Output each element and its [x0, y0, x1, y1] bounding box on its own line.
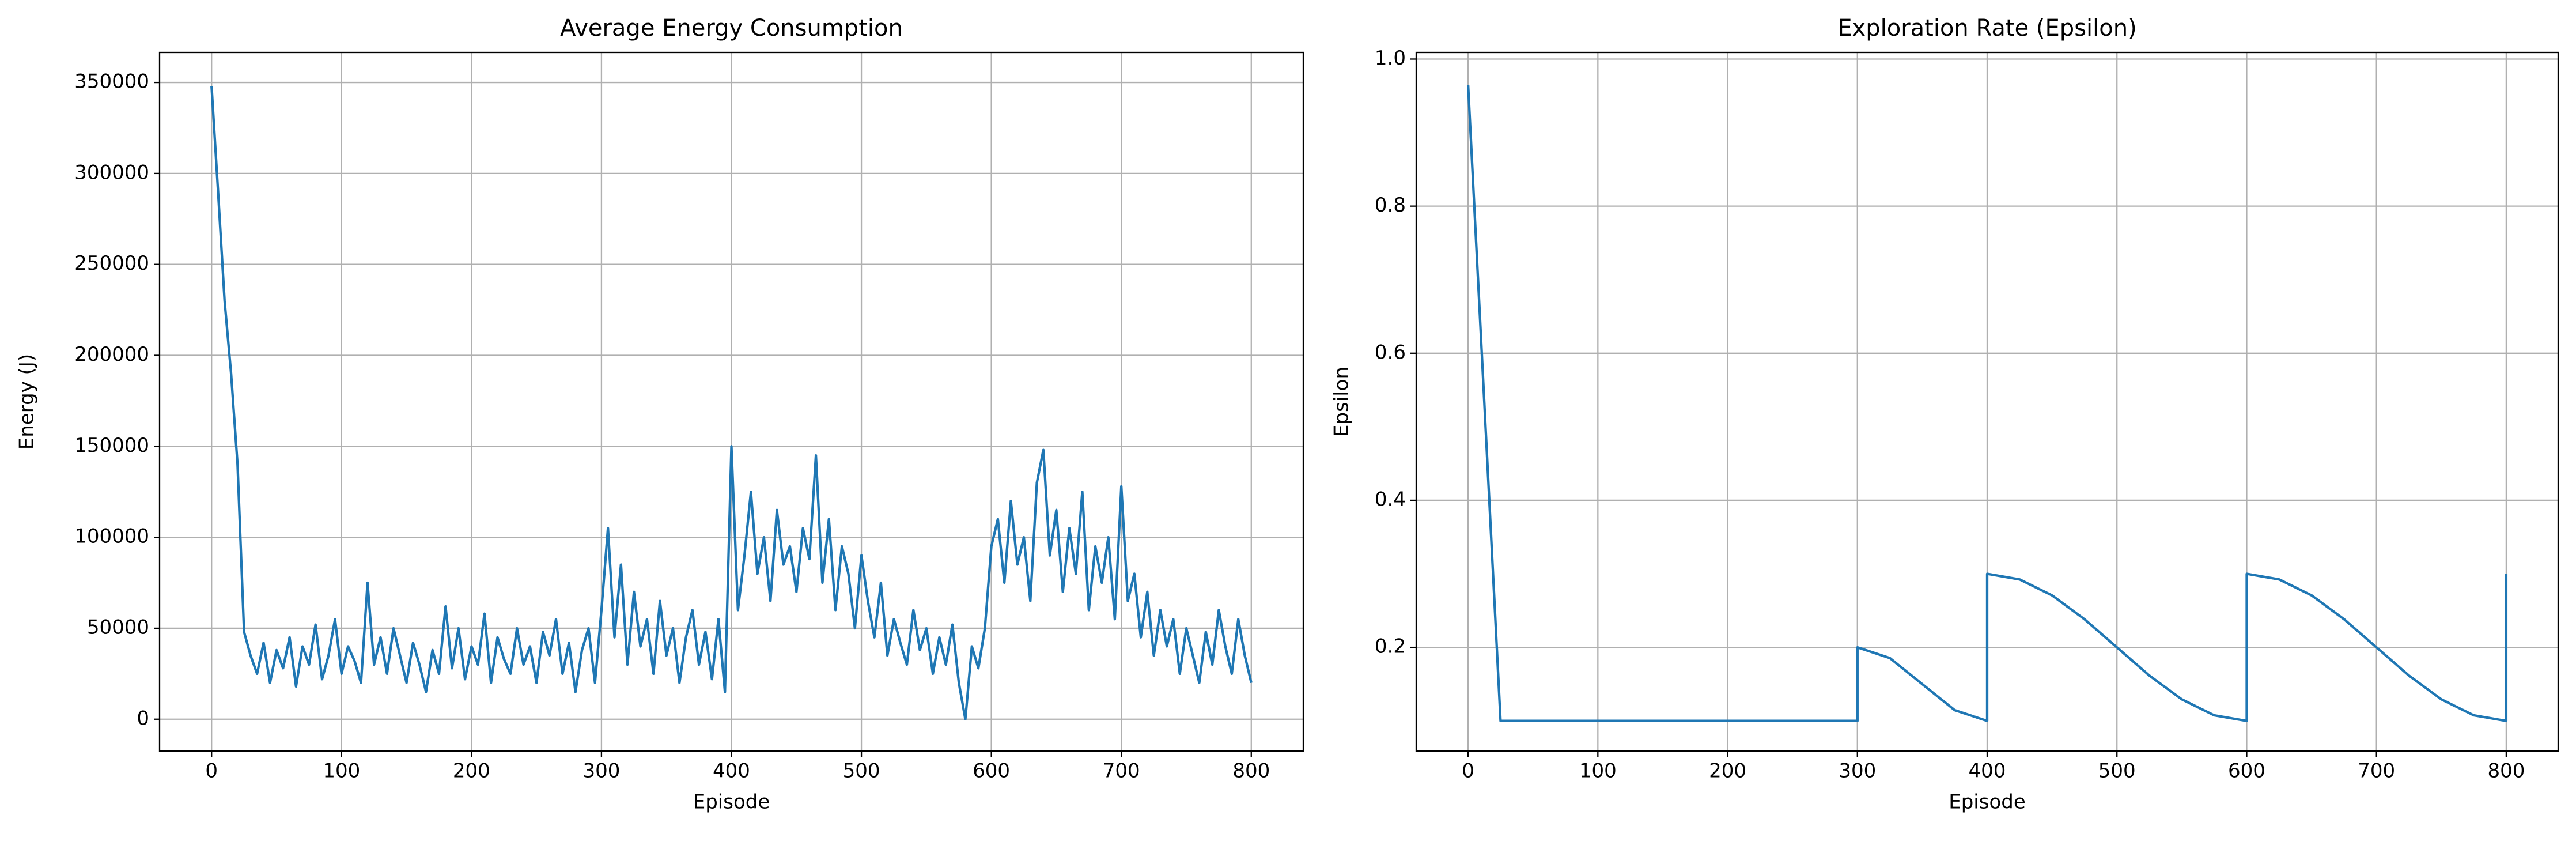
x-tick-label: 0: [1462, 760, 1474, 783]
data-line: [210, 86, 1253, 720]
y-tick-label: 150000: [74, 434, 149, 457]
x-tick-label: 800: [2487, 760, 2525, 783]
x-tick-label: 0: [205, 760, 218, 783]
y-tick-label: 350000: [74, 70, 149, 93]
y-tick-label: 0.4: [1375, 488, 1406, 511]
x-axis-label: Episode: [1949, 791, 2026, 814]
x-axis-label: Episode: [693, 791, 770, 814]
y-tick-label: 0.2: [1375, 635, 1406, 658]
axes-frame: [1415, 51, 2559, 752]
y-tick-label: 1.0: [1375, 47, 1406, 70]
x-tick-label: 600: [973, 760, 1010, 783]
y-tick-label: 0.8: [1375, 194, 1406, 217]
y-axis-label: Epsilon: [1330, 367, 1353, 437]
chart-title: Exploration Rate (Epsilon): [1837, 15, 2136, 42]
y-tick-label: 0: [137, 707, 149, 730]
x-tick-label: 500: [2098, 760, 2136, 783]
y-axis-label: Energy (J): [16, 354, 39, 450]
x-tick-label: 500: [843, 760, 880, 783]
axes-frame: [158, 51, 1304, 752]
y-tick-label: 250000: [74, 252, 149, 275]
x-tick-label: 400: [713, 760, 750, 783]
x-tick-label: 400: [1969, 760, 2006, 783]
x-tick-label: 300: [582, 760, 620, 783]
y-tick-label: 300000: [74, 161, 149, 184]
y-tick-label: 100000: [74, 525, 149, 548]
y-tick-label: 50000: [87, 616, 149, 639]
chart-title: Average Energy Consumption: [560, 15, 903, 42]
x-tick-label: 600: [2228, 760, 2265, 783]
x-tick-label: 100: [323, 760, 360, 783]
x-tick-label: 200: [453, 760, 490, 783]
x-tick-label: 300: [1839, 760, 1876, 783]
x-tick-label: 700: [2358, 760, 2395, 783]
data-line: [1466, 84, 2508, 722]
x-tick-label: 800: [1232, 760, 1270, 783]
x-tick-label: 200: [1709, 760, 1746, 783]
x-tick-label: 100: [1579, 760, 1617, 783]
y-tick-label: 0.6: [1375, 341, 1406, 364]
x-tick-label: 700: [1103, 760, 1140, 783]
y-tick-label: 200000: [74, 343, 149, 366]
